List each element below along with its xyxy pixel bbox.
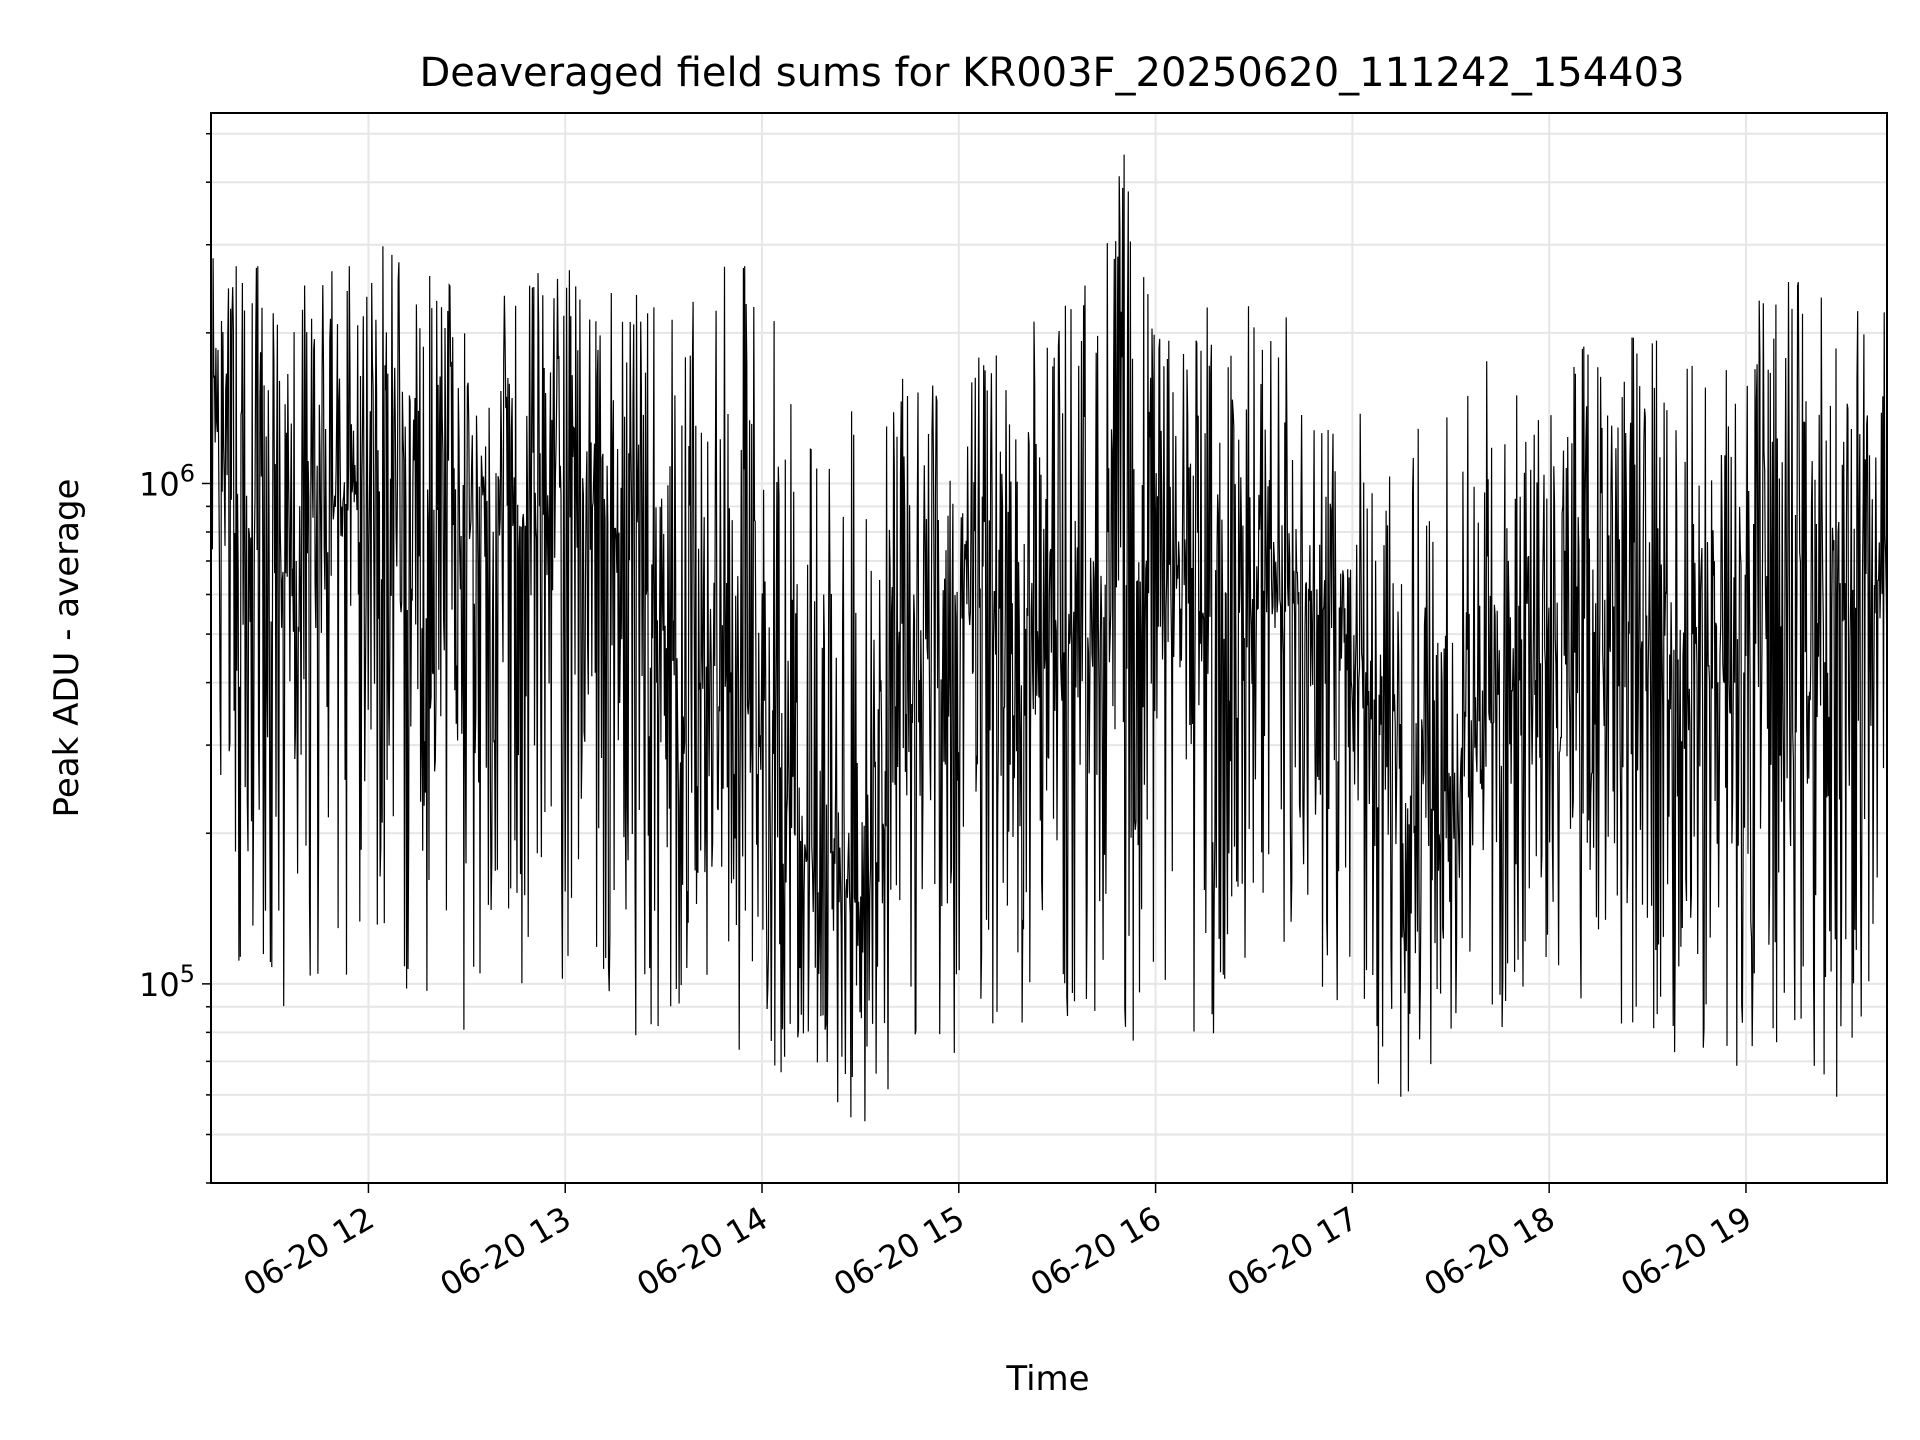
chart-title: Deaveraged field sums for KR003F_2025062… [419,50,1684,96]
series-group [211,154,1887,1122]
plot-frame [210,112,1888,1184]
x-axis-label: Time [1005,1359,1089,1399]
y-axis: 105 106 [139,132,211,1184]
y-tick-label: 105 [139,960,195,1004]
y-tick-label: 106 [139,459,195,503]
series-line [211,154,1887,1122]
plot-area [211,154,1887,1122]
y-axis-label: Peak ADU - average [47,479,87,818]
